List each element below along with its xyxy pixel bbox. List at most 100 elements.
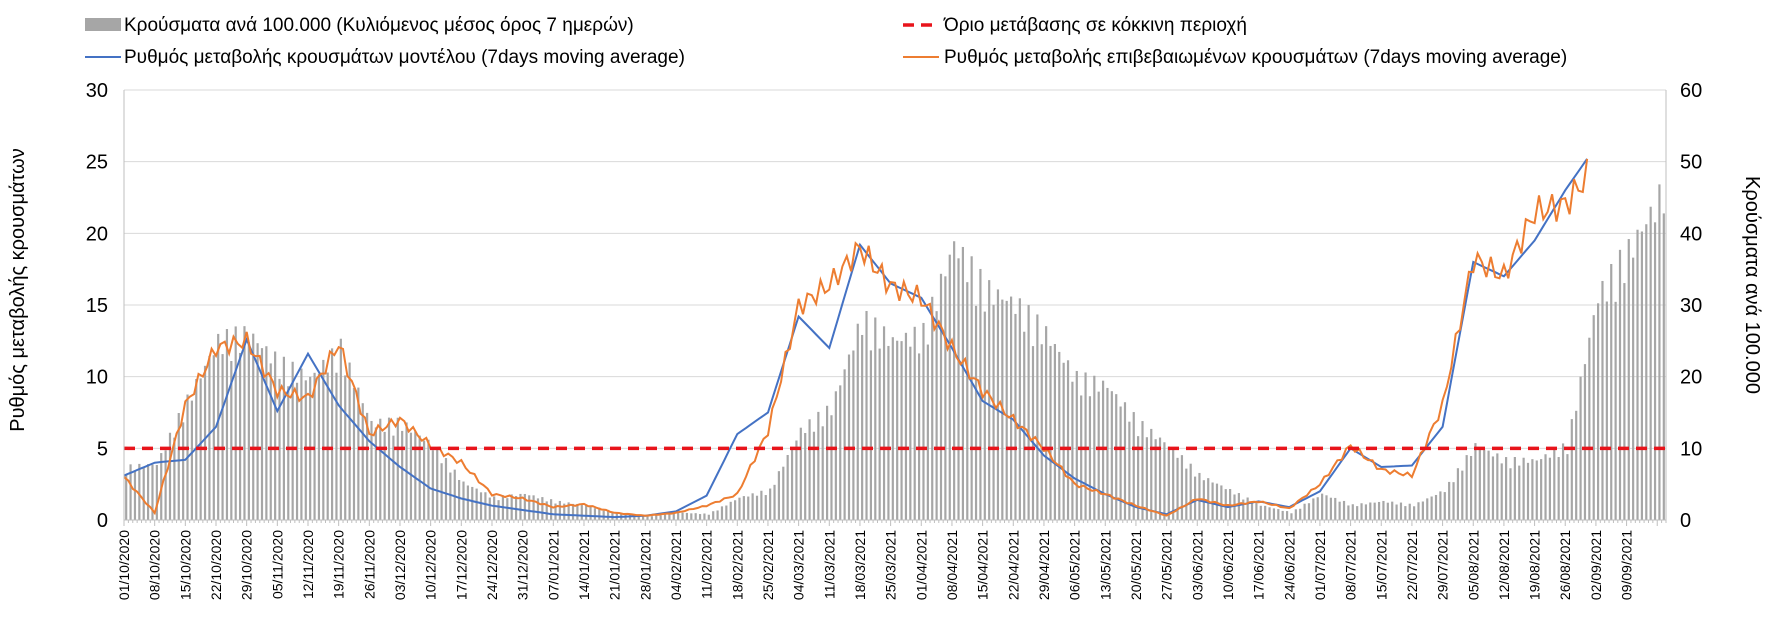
legend-bars-label: Κρούσματα ανά 100.000 (Κυλιόμενος μέσος … [124,15,634,36]
bar [589,505,592,520]
bar [1636,229,1639,520]
bar [339,338,342,520]
bar [917,353,921,520]
bar [834,391,837,520]
bar [155,464,158,520]
bar [1404,506,1407,520]
bar [330,348,334,520]
bar [260,348,264,520]
bar [282,356,285,520]
bar [256,343,259,520]
bar [716,510,719,520]
bar [882,326,886,520]
left-y-tick-label: 25 [86,152,108,174]
x-tick-label: 12/08/2021 [1496,530,1512,600]
bar [646,516,649,520]
bar [1303,503,1306,520]
bar [1018,298,1021,520]
bar [1158,437,1162,520]
bar [760,490,763,520]
bar [1084,372,1087,520]
bar [168,432,172,520]
bar [1610,264,1613,520]
bar [856,323,859,520]
bar [335,372,338,520]
bar [1062,362,1065,520]
bar [861,334,864,520]
bar [1075,370,1078,520]
bar [1496,453,1499,520]
right-y-tick-label: 20 [1680,367,1702,389]
bar [203,365,207,520]
x-tick-label: 27/05/2021 [1159,530,1175,600]
bar [734,500,737,520]
x-tick-labels: 01/10/2020 08/10/2020 15/10/2020 22/10/2020… [116,530,1635,600]
bar [247,342,250,520]
bar [1053,344,1056,520]
bar [366,412,369,520]
bar [1570,419,1573,520]
bar [707,514,710,520]
bar [453,469,456,520]
bar [1220,485,1223,520]
bar [878,348,881,520]
bar [637,515,640,520]
x-tick-label: 29/07/2021 [1435,530,1451,600]
bar [392,435,395,520]
bar [129,464,132,520]
bar [668,514,671,520]
bar [804,433,807,520]
bar [1150,428,1153,520]
bar [1040,344,1043,520]
bar [843,369,846,520]
bar [444,458,448,520]
x-tick-label: 09/09/2021 [1619,530,1635,600]
bar [830,415,833,520]
bar [466,485,469,520]
bar [1119,406,1122,520]
bar [1487,450,1490,520]
bar [725,505,728,520]
bar [379,418,382,520]
bar [690,513,693,520]
legend-threshold-label: Όριο μετάβασης σε κόκκινη περιοχή [943,15,1247,36]
bar [1597,303,1600,520]
bar [931,296,934,520]
bar [1535,460,1538,520]
bar [782,466,785,520]
bar [580,504,583,520]
bar [422,440,426,520]
legend-model-label: Ρυθμός μεταβολής κρουσμάτων μοντέλου (7d… [124,47,685,68]
bar [655,514,658,520]
bar [1128,421,1131,520]
bar [1579,376,1582,520]
bar [217,333,220,520]
bar [1325,495,1328,520]
x-tick-label: 08/04/2021 [944,530,960,600]
bar [1342,500,1346,520]
bar [1426,498,1429,520]
bar [475,488,478,520]
bar [769,488,772,520]
bar [1373,502,1376,520]
bar [1014,313,1017,520]
bar [427,439,430,520]
x-tick-label: 03/12/2020 [392,530,408,600]
bar [1483,449,1486,520]
bar [462,481,465,520]
x-tick-label: 06/05/2021 [1067,530,1083,600]
bar [790,447,794,520]
bar [541,497,544,520]
x-tick-label: 07/01/2021 [545,530,561,600]
x-tick-label: 11/03/2021 [821,530,837,599]
bar [387,417,391,520]
bar [663,513,667,520]
bar [1395,504,1398,520]
bar [243,326,246,520]
x-tick-label: 04/03/2021 [791,530,807,600]
bar [1465,455,1468,520]
bar [1172,447,1175,520]
bar [1312,498,1315,520]
bar [1605,301,1608,520]
